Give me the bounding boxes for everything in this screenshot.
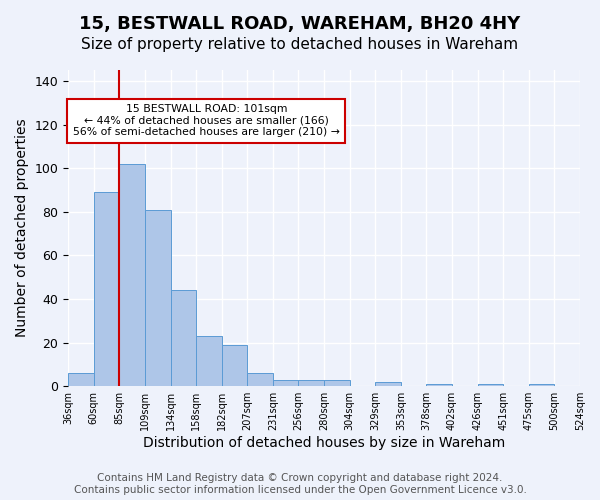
Bar bbox=[68, 373, 94, 386]
Text: Contains HM Land Registry data © Crown copyright and database right 2024.
Contai: Contains HM Land Registry data © Crown c… bbox=[74, 474, 526, 495]
Bar bbox=[298, 380, 324, 386]
Text: Size of property relative to detached houses in Wareham: Size of property relative to detached ho… bbox=[82, 38, 518, 52]
X-axis label: Distribution of detached houses by size in Wareham: Distribution of detached houses by size … bbox=[143, 436, 505, 450]
Bar bbox=[273, 380, 298, 386]
Bar bbox=[529, 384, 554, 386]
Text: 15 BESTWALL ROAD: 101sqm
← 44% of detached houses are smaller (166)
56% of semi-: 15 BESTWALL ROAD: 101sqm ← 44% of detach… bbox=[73, 104, 340, 137]
Bar bbox=[170, 290, 196, 386]
Text: 15, BESTWALL ROAD, WAREHAM, BH20 4HY: 15, BESTWALL ROAD, WAREHAM, BH20 4HY bbox=[79, 15, 521, 33]
Bar bbox=[375, 382, 401, 386]
Bar bbox=[145, 210, 170, 386]
Y-axis label: Number of detached properties: Number of detached properties bbox=[15, 119, 29, 338]
Bar bbox=[222, 345, 247, 386]
Bar bbox=[119, 164, 145, 386]
Bar bbox=[94, 192, 119, 386]
Bar bbox=[247, 373, 273, 386]
Bar bbox=[427, 384, 452, 386]
Bar bbox=[196, 336, 222, 386]
Bar bbox=[324, 380, 350, 386]
Bar bbox=[478, 384, 503, 386]
